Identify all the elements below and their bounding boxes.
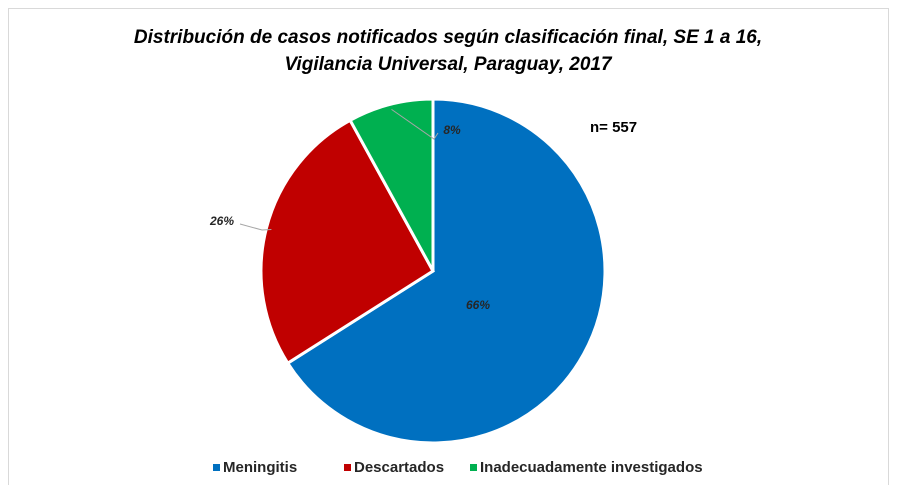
legend-marker: [470, 464, 477, 471]
data-label: 26%: [209, 214, 234, 228]
leader-line: [391, 108, 439, 140]
chart-title: Vigilancia Universal, Paraguay, 2017: [284, 54, 612, 75]
chart-title: Distribución de casos notificados según …: [134, 27, 762, 48]
legend-label: Descartados: [354, 459, 444, 476]
data-label: 66%: [466, 298, 490, 312]
annotation: n= 557: [590, 119, 637, 136]
legend-label: Meningitis: [223, 459, 297, 476]
data-label: 8%: [443, 123, 461, 137]
pie-slice: [285, 97, 607, 445]
leader-line: [239, 223, 272, 231]
pie-slice: [348, 97, 435, 272]
legend-label: Inadecuadamente investigados: [480, 459, 703, 476]
pie-slice: [259, 118, 435, 366]
legend-marker: [344, 464, 351, 471]
legend-marker: [213, 464, 220, 471]
